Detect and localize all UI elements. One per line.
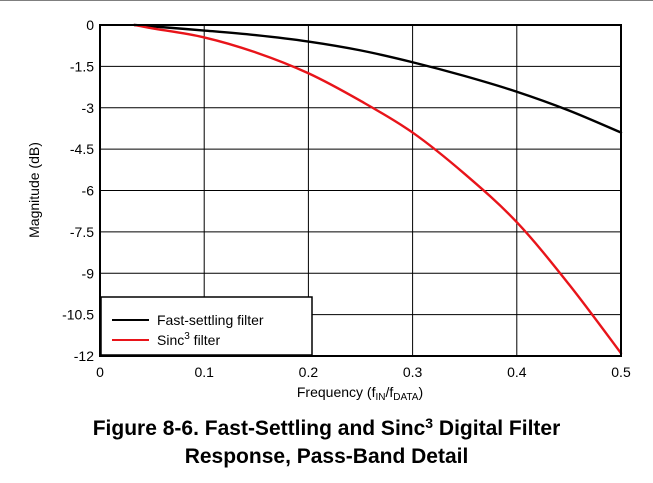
x-tick-label: 0 — [96, 364, 104, 380]
y-tick-label: -7.5 — [70, 224, 94, 240]
y-tick-label: -9 — [82, 265, 95, 281]
legend-label-fast-settling: Fast-settling filter — [157, 312, 264, 328]
caption-line-1: Figure 8-6. Fast-Settling and Sinc3 Digi… — [0, 415, 653, 443]
legend: Fast-settling filter Sinc3 filter — [100, 296, 313, 356]
x-tick-label: 0.2 — [299, 364, 319, 380]
y-tick-label: -12 — [74, 348, 94, 364]
y-tick-label: -1.5 — [70, 58, 94, 74]
caption-line-2: Response, Pass-Band Detail — [184, 445, 469, 468]
x-axis-title: Frequency (fIN/fDATA) — [297, 384, 423, 403]
x-axis-title-sub1: IN — [375, 392, 385, 403]
legend-label-sinc3: Sinc3 filter — [157, 331, 220, 348]
caption-line-1-a: Figure 8-6. Fast-Settling and Sinc — [92, 417, 426, 440]
filter-response-chart: 0 -1.5 -3 -4.5 -6 -7.5 -9 -10.5 -12 0 0.1 0.2 0.3 0.… — [26, 17, 631, 403]
x-axis-title-mid: /f — [385, 384, 393, 400]
legend-sinc-base: Sinc — [157, 332, 184, 348]
y-tick-label: -6 — [82, 183, 95, 199]
top-rule — [0, 0, 653, 1]
x-axis-title-base: Frequency (f — [297, 384, 376, 400]
series-line-1 — [133, 23, 623, 355]
x-axis-title-end: ) — [418, 384, 423, 400]
x-tick-label: 0.4 — [507, 364, 527, 380]
x-tick-labels: 0 0.1 0.2 0.3 0.4 0.5 — [96, 364, 631, 380]
y-axis-title: Magnitude (dB) — [26, 142, 42, 238]
y-tick-label: -4.5 — [70, 141, 94, 157]
plot-frame — [99, 24, 622, 357]
series-line-0 — [133, 23, 623, 134]
legend-sinc-end: filter — [190, 332, 221, 348]
x-tick-label: 0.1 — [194, 364, 214, 380]
y-tick-labels: 0 -1.5 -3 -4.5 -6 -7.5 -9 -10.5 -12 — [62, 17, 94, 364]
y-tick-label: -3 — [82, 100, 95, 116]
y-tick-label: 0 — [86, 17, 94, 33]
y-tick-label: -10.5 — [62, 307, 94, 323]
x-axis-title-sub2: DATA — [393, 392, 419, 403]
legend-sinc-sup: 3 — [184, 331, 190, 342]
caption-line-1-b: Digital Filter — [433, 417, 561, 440]
x-tick-label: 0.3 — [403, 364, 423, 380]
series-lines — [133, 23, 623, 355]
figure-caption: Figure 8-6. Fast-Settling and Sinc3 Digi… — [0, 415, 653, 471]
x-tick-label: 0.5 — [611, 364, 631, 380]
caption-sup: 3 — [425, 415, 434, 431]
legend-box — [100, 296, 313, 356]
